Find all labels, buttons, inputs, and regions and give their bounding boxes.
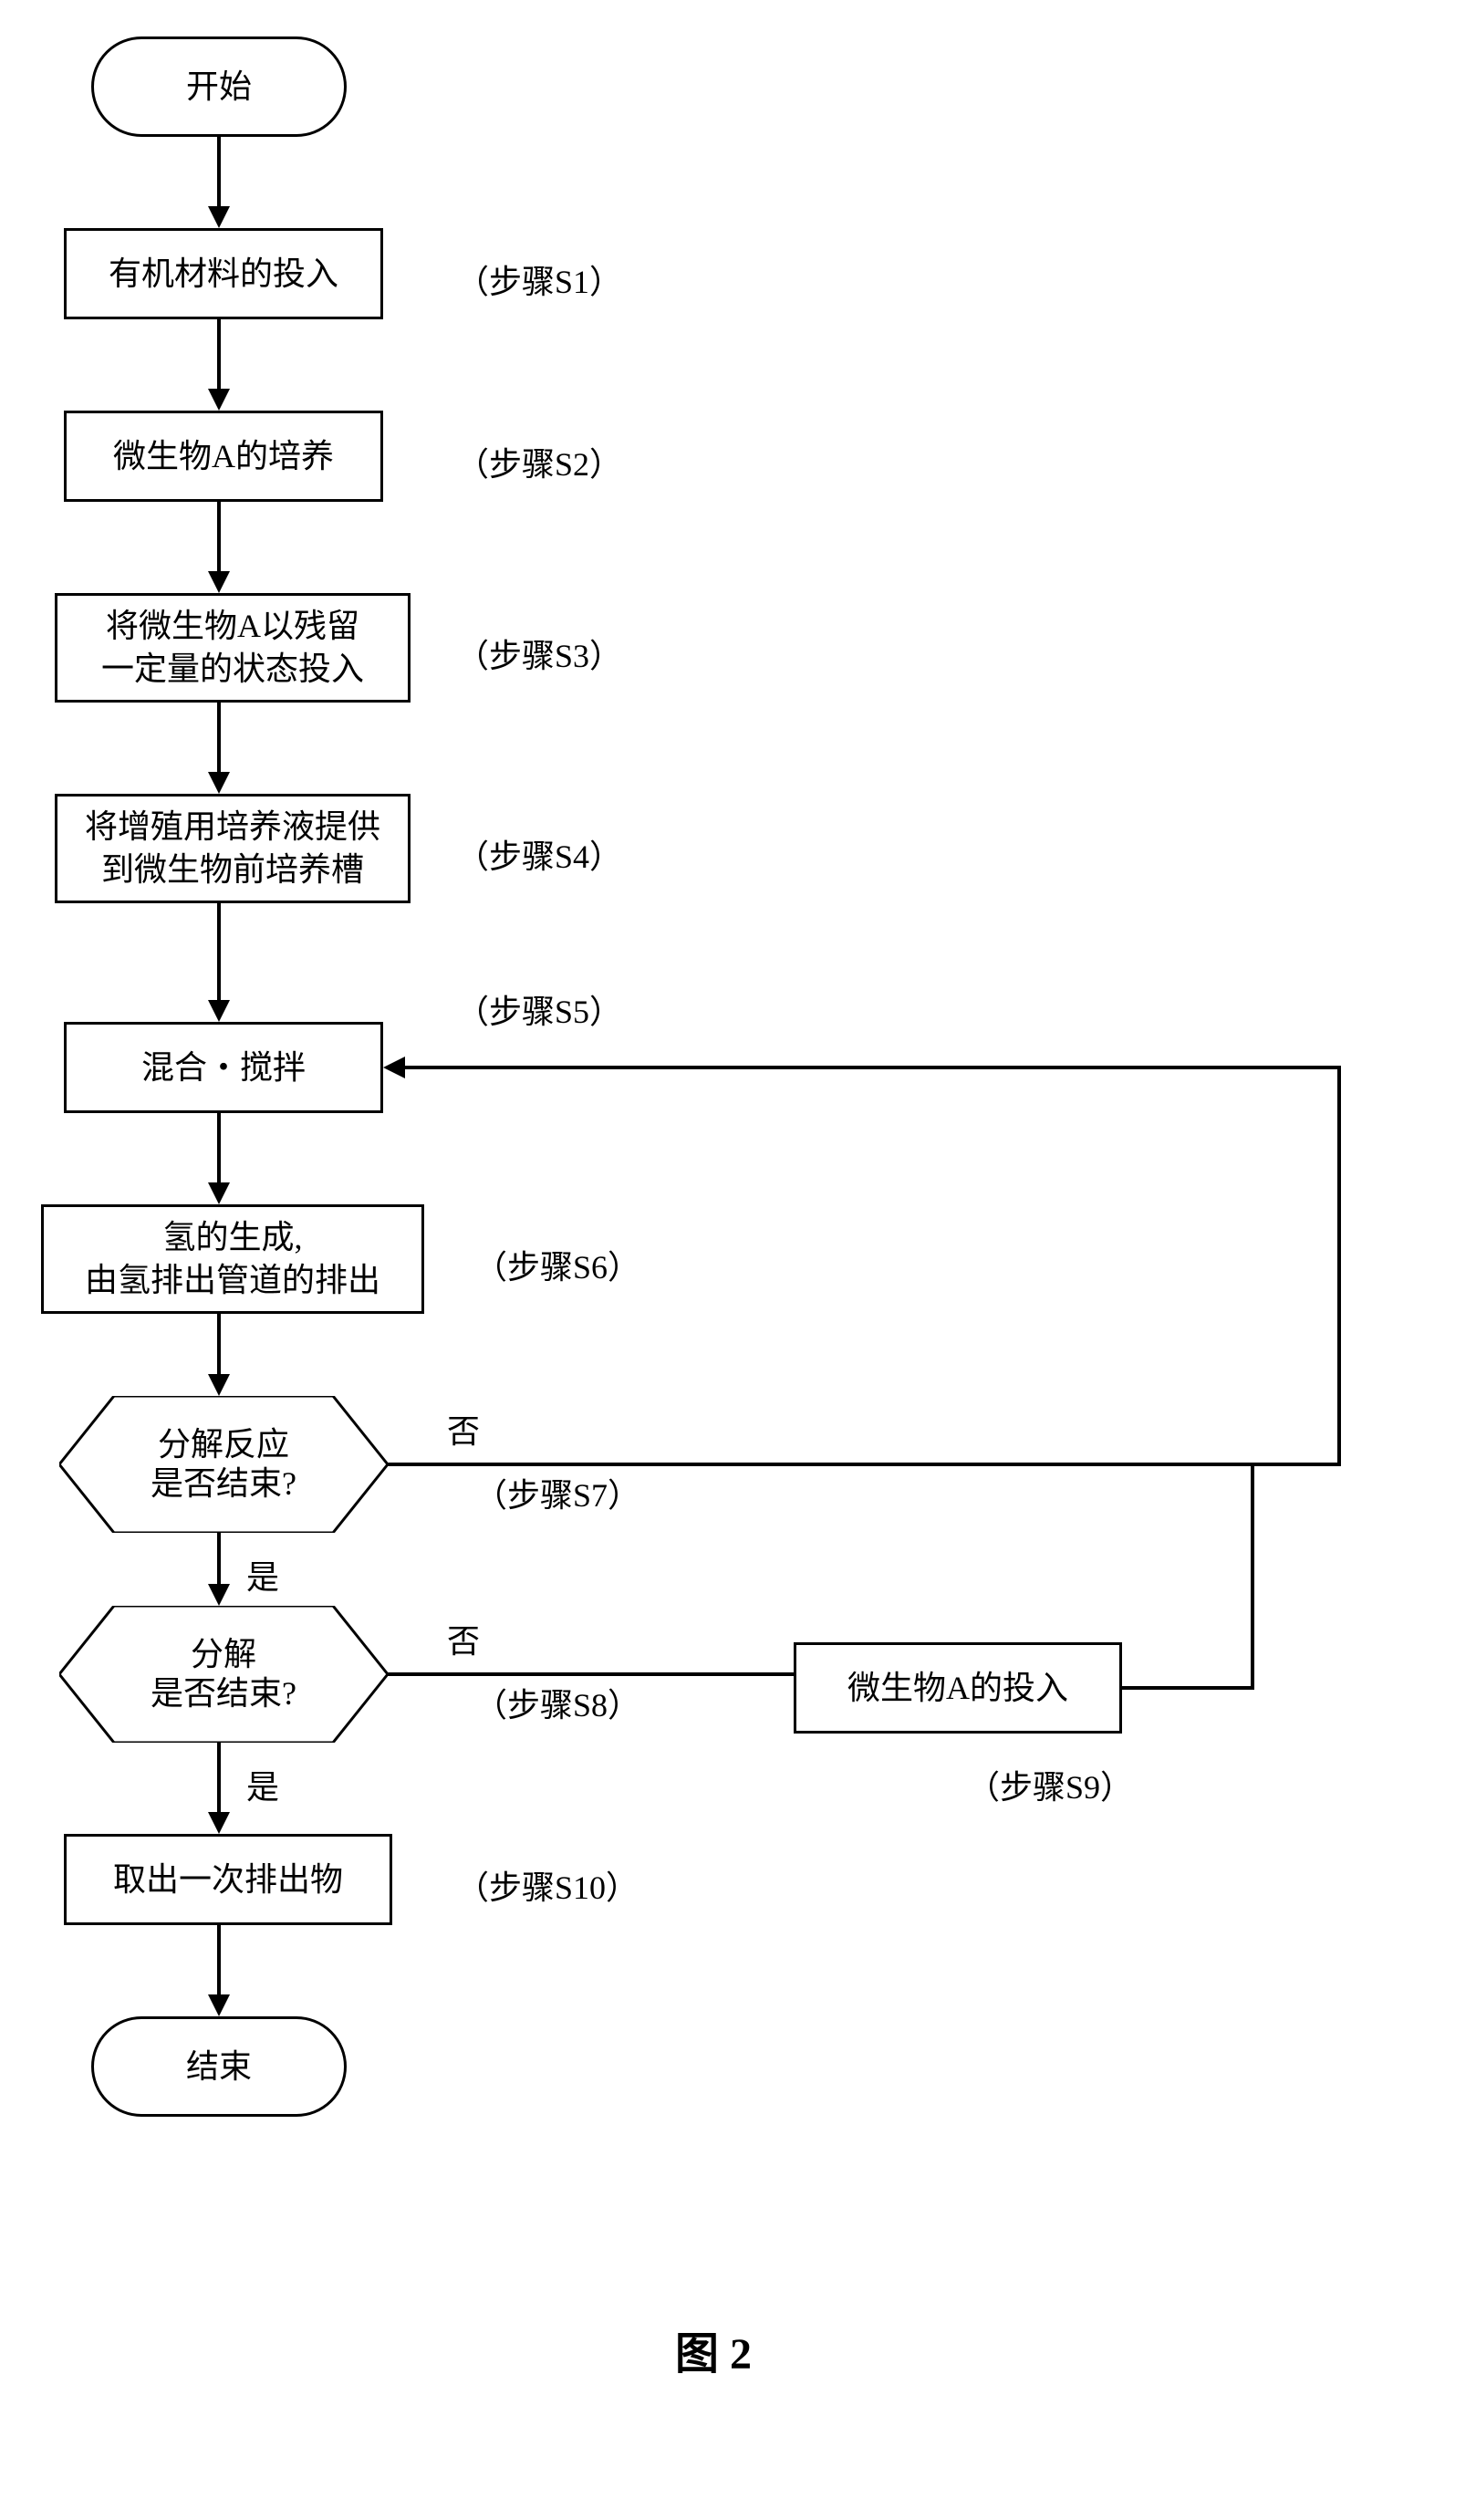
arrow-s4-s5 bbox=[217, 903, 221, 1004]
flowchart-step-s3: 将微生物A以残留 一定量的状态投入 bbox=[55, 593, 411, 703]
arrow-start-s1 bbox=[217, 137, 221, 210]
arrow-s7-s8 bbox=[217, 1533, 221, 1588]
flowchart-decision-s8: 分解 是否结束? bbox=[59, 1606, 388, 1743]
arrowhead-s2-s3 bbox=[208, 571, 230, 593]
arrow-s3-s4 bbox=[217, 703, 221, 776]
arrow-s7-no-v bbox=[1337, 1066, 1341, 1466]
step-label-s6: （步骤S6） bbox=[474, 1241, 640, 1288]
s10-text: 取出一次排出物 bbox=[113, 1859, 343, 1901]
flowchart-start: 开始 bbox=[91, 36, 347, 137]
step-label-s7: （步骤S7） bbox=[474, 1469, 640, 1516]
flowchart-step-s9: 微生物A的投入 bbox=[794, 1642, 1122, 1734]
arrowhead-s5-s6 bbox=[208, 1182, 230, 1204]
s1-text: 有机材料的投入 bbox=[109, 253, 338, 296]
flowchart-step-s5: 混合・搅拌 bbox=[64, 1022, 383, 1113]
arrow-s8-s10 bbox=[217, 1743, 221, 1816]
arrow-s5-s6 bbox=[217, 1113, 221, 1186]
s6-text: 氢的生成, 由氢排出管道的排出 bbox=[85, 1216, 380, 1302]
s8-text: 分解 是否结束? bbox=[59, 1606, 388, 1743]
step-label-s10: （步骤S10） bbox=[456, 1861, 639, 1909]
s2-text: 微生物A的培养 bbox=[113, 435, 334, 478]
arrowhead-s1-s2 bbox=[208, 389, 230, 411]
step-label-s9: （步骤S9） bbox=[967, 1761, 1133, 1808]
arrowhead-s3-s4 bbox=[208, 772, 230, 794]
figure-caption: 图 2 bbox=[675, 2317, 752, 2381]
arrow-s7-no-h2 bbox=[405, 1066, 1341, 1069]
branch-s8-yes: 是 bbox=[246, 1761, 279, 1808]
arrowhead-s7-s8 bbox=[208, 1584, 230, 1606]
flowchart-step-s6: 氢的生成, 由氢排出管道的排出 bbox=[41, 1204, 424, 1314]
s3-text: 将微生物A以残留 一定量的状态投入 bbox=[101, 605, 364, 691]
arrow-s10-end bbox=[217, 1925, 221, 1998]
arrowhead-s7-no bbox=[383, 1057, 405, 1078]
end-label: 结束 bbox=[186, 2046, 252, 2088]
flowchart-step-s10: 取出一次排出物 bbox=[64, 1834, 392, 1925]
step-label-s4: （步骤S4） bbox=[456, 830, 622, 878]
arrowhead-s8-s10 bbox=[208, 1812, 230, 1834]
step-label-s2: （步骤S2） bbox=[456, 438, 622, 485]
arrow-s1-s2 bbox=[217, 319, 221, 392]
arrowhead-start-s1 bbox=[208, 206, 230, 228]
step-label-s5: （步骤S5） bbox=[456, 985, 622, 1033]
flowchart-decision-s7: 分解反应 是否结束? bbox=[59, 1396, 388, 1533]
branch-s7-yes: 是 bbox=[246, 1551, 279, 1598]
arrow-s9-up-v bbox=[1251, 1466, 1254, 1690]
arrowhead-s6-s7 bbox=[208, 1374, 230, 1396]
flowchart-step-s1: 有机材料的投入 bbox=[64, 228, 383, 319]
arrow-s9-up-h bbox=[1122, 1686, 1254, 1690]
branch-s7-no: 否 bbox=[447, 1405, 480, 1453]
s5-text: 混合・搅拌 bbox=[141, 1047, 306, 1089]
arrow-s2-s3 bbox=[217, 502, 221, 575]
step-label-s8: （步骤S8） bbox=[474, 1679, 640, 1726]
arrow-s7-no-h1 bbox=[388, 1463, 1341, 1466]
arrowhead-s10-end bbox=[208, 1994, 230, 2016]
flowchart-step-s4: 将增殖用培养液提供 到微生物前培养槽 bbox=[55, 794, 411, 903]
s4-text: 将增殖用培养液提供 到微生物前培养槽 bbox=[85, 806, 380, 891]
arrow-s8-s9 bbox=[388, 1672, 794, 1676]
s9-text: 微生物A的投入 bbox=[847, 1667, 1068, 1710]
branch-s8-no: 否 bbox=[447, 1615, 480, 1662]
step-label-s3: （步骤S3） bbox=[456, 630, 622, 677]
step-label-s1: （步骤S1） bbox=[456, 255, 622, 303]
s7-text: 分解反应 是否结束? bbox=[59, 1396, 388, 1533]
start-label: 开始 bbox=[186, 66, 252, 109]
arrow-s6-s7 bbox=[217, 1314, 221, 1378]
arrowhead-s4-s5 bbox=[208, 1000, 230, 1022]
flowchart-end: 结束 bbox=[91, 2016, 347, 2117]
flowchart-step-s2: 微生物A的培养 bbox=[64, 411, 383, 502]
